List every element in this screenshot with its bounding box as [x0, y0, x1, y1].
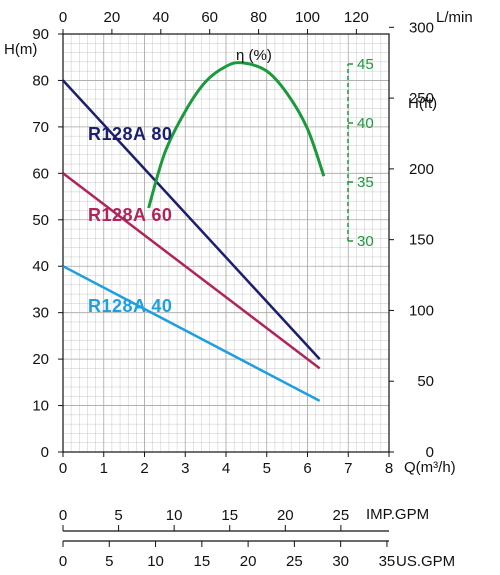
y-right-tick-label: 50	[417, 373, 434, 390]
imp-tick-label: 25	[333, 507, 350, 524]
top-axis-unit-label: L/min	[436, 9, 473, 26]
series-label-r128a-60: R128A 60	[88, 205, 172, 225]
series-label-r128a-80: R128A 80	[88, 124, 172, 144]
series-line	[62, 172, 321, 370]
series-line	[62, 265, 321, 403]
y-left-tick-label: 50	[32, 212, 49, 229]
imp-tick-label: 15	[221, 507, 238, 524]
y-right-tick-label: 200	[409, 161, 434, 178]
y-right-tick-label: 150	[409, 232, 434, 249]
x-axis-q: 0 1 2 3 4 5 6 7 8	[59, 452, 393, 477]
us-gpm-axis: 0 5 10 15 20 25 30 35	[59, 540, 396, 570]
us-tick-label: 30	[332, 553, 349, 570]
y-right-tick-label: 0	[426, 444, 434, 461]
x-tick-label: 0	[59, 460, 67, 477]
top-tick-label: 120	[344, 9, 369, 26]
y-left-tick-label: 60	[32, 165, 49, 182]
us-tick-label: 25	[286, 553, 303, 570]
x-tick-label: 4	[222, 460, 230, 477]
efficiency-tick-label: 35	[357, 174, 374, 191]
efficiency-label: η (%)	[236, 47, 272, 64]
top-tick-label: 100	[295, 9, 320, 26]
x-tick-label: 2	[140, 460, 148, 477]
imp-gpm-unit-label: IMP.GPM	[366, 506, 429, 523]
us-tick-label: 5	[105, 553, 113, 570]
top-tick-label: 0	[59, 9, 67, 26]
top-tick-label: 80	[250, 9, 267, 26]
imp-tick-label: 0	[59, 507, 67, 524]
y-left-tick-label: 10	[32, 398, 49, 415]
efficiency-tick-label: 45	[357, 56, 374, 73]
x-tick-label: 7	[344, 460, 352, 477]
series-label-r128a-40: R128A 40	[88, 296, 172, 316]
imp-tick-label: 5	[114, 507, 122, 524]
us-tick-label: 35	[379, 553, 396, 570]
y-left-tick-label: 0	[41, 444, 49, 461]
us-tick-label: 0	[59, 553, 67, 570]
us-tick-label: 10	[147, 553, 164, 570]
imp-tick-label: 10	[166, 507, 183, 524]
y-left-tick-label: 90	[32, 26, 49, 43]
imp-gpm-axis: 0 5 10 15 20 25	[59, 507, 389, 532]
x-tick-label: 5	[263, 460, 271, 477]
series-lines	[62, 79, 321, 403]
top-tick-label: 20	[104, 9, 121, 26]
y-left-tick-label: 80	[32, 72, 49, 89]
y-axis-hm: 0 10 20 30 40 50 60 70 80 90	[32, 26, 63, 461]
x-tick-label: 1	[100, 460, 108, 477]
top-tick-label: 40	[152, 9, 169, 26]
y-left-tick-label: 70	[32, 119, 49, 136]
y-right-tick-label: 100	[409, 302, 434, 319]
us-tick-label: 20	[240, 553, 257, 570]
x-tick-label: 6	[303, 460, 311, 477]
top-tick-label: 60	[201, 9, 218, 26]
x-axis-unit-label: Q(m³/h)	[404, 459, 456, 476]
y-left-tick-label: 40	[32, 258, 49, 275]
y-right-tick-label: 250	[409, 90, 434, 107]
efficiency-tick-label: 30	[357, 233, 374, 250]
x-tick-label: 3	[181, 460, 189, 477]
imp-tick-label: 20	[277, 507, 294, 524]
y-left-unit-label: H(m)	[4, 41, 37, 58]
efficiency-tick-label: 40	[357, 115, 374, 132]
us-gpm-unit-label: US.GPM	[396, 553, 455, 570]
y-left-tick-label: 20	[32, 351, 49, 368]
efficiency-curve	[147, 61, 326, 209]
x-tick-label: 8	[385, 460, 393, 477]
x-axis-lmin: 0 20 40 60 80 100 120	[59, 9, 369, 34]
series-line	[62, 79, 321, 360]
y-axis-hft: 0 50 100 150 200 250 300	[389, 19, 434, 461]
y-axis-efficiency: 30 35 40 45	[347, 56, 374, 250]
grid-major	[63, 34, 389, 452]
y-right-unit-label: H(ft)	[408, 95, 437, 112]
y-left-tick-label: 30	[32, 305, 49, 322]
us-tick-label: 15	[193, 553, 210, 570]
y-right-tick-label: 300	[409, 19, 434, 36]
